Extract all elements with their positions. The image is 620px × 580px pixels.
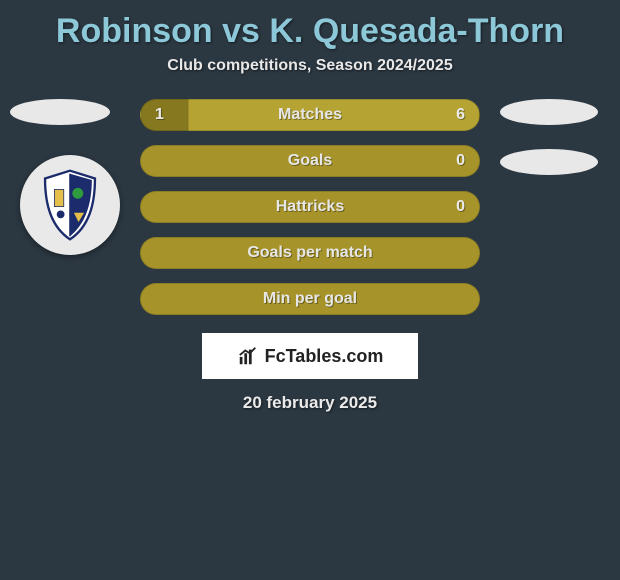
stat-left-value: 1: [155, 106, 164, 124]
chart-icon: [237, 345, 259, 367]
stat-bar: Goals 0: [140, 145, 480, 177]
stat-bar: Min per goal: [140, 283, 480, 315]
date-label: 20 february 2025: [0, 393, 620, 413]
stat-right-value: 0: [456, 198, 465, 216]
shield-icon: [31, 166, 109, 244]
stat-right-value: 0: [456, 152, 465, 170]
stat-bar: 1 Matches 6: [140, 99, 480, 131]
stat-label: Goals: [288, 152, 332, 170]
player-right-placeholder: [500, 99, 598, 125]
stat-label: Min per goal: [263, 290, 357, 308]
stat-label: Hattricks: [276, 198, 344, 216]
player-left-placeholder: [10, 99, 110, 125]
comparison-panel: 1 Matches 6 Goals 0 Hattricks 0 Goals per match…: [0, 99, 620, 413]
stat-label: Matches: [278, 106, 342, 124]
stat-right-value: 6: [456, 106, 465, 124]
club-badge-left: [20, 155, 120, 255]
stats-bars: 1 Matches 6 Goals 0 Hattricks 0 Goals per match…: [140, 99, 480, 315]
page-title: Robinson vs K. Quesada-Thorn: [0, 0, 620, 57]
subtitle: Club competitions, Season 2024/2025: [0, 57, 620, 99]
watermark-text: FcTables.com: [265, 346, 384, 367]
stat-bar: Goals per match: [140, 237, 480, 269]
watermark: FcTables.com: [202, 333, 418, 379]
stat-bar: Hattricks 0: [140, 191, 480, 223]
stat-label: Goals per match: [247, 244, 372, 262]
player-right-placeholder-2: [500, 149, 598, 175]
